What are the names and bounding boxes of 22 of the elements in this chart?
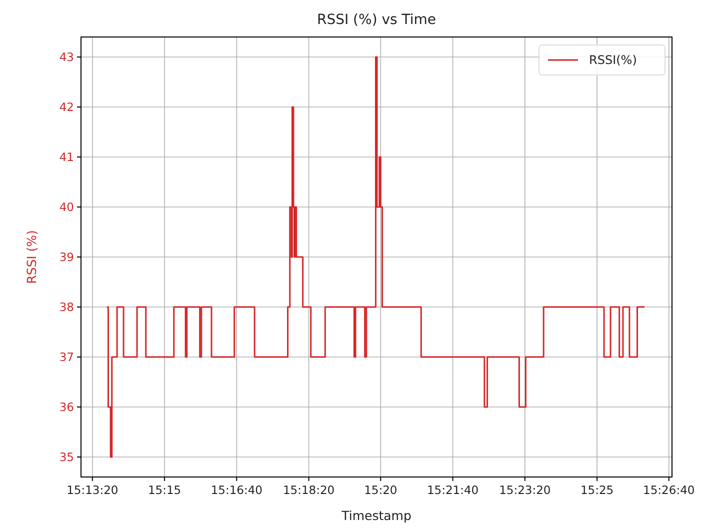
chart-title: RSSI (%) vs Time	[316, 12, 436, 28]
y-tick-label: 37	[59, 350, 74, 364]
y-tick-label: 35	[59, 450, 74, 464]
y-tick-label: 41	[59, 150, 74, 164]
x-tick-label: 15:13:20	[66, 483, 118, 497]
x-tick-label: 15:26:40	[643, 483, 695, 497]
y-tick-label: 42	[59, 100, 74, 114]
x-tick-label: 15:15	[148, 483, 182, 497]
x-tick-label: 15:20	[364, 483, 398, 497]
x-tick-label: 15:18:20	[282, 483, 335, 497]
legend-label: RSSI(%)	[589, 53, 637, 67]
y-axis-title: RSSI (%)	[24, 230, 39, 284]
y-tick-label: 40	[59, 200, 74, 214]
y-tick-label: 43	[59, 50, 74, 64]
y-tick-label: 36	[59, 400, 74, 414]
y-tick-label: 39	[59, 250, 74, 264]
x-tick-label: 15:21:40	[426, 483, 479, 497]
x-axis-title: Timestamp	[340, 508, 412, 523]
x-tick-label: 15:23:20	[499, 483, 551, 497]
x-tick-label: 15:16:40	[210, 483, 262, 497]
y-tick-label: 38	[59, 300, 74, 314]
x-tick-label: 15:25	[580, 483, 614, 497]
